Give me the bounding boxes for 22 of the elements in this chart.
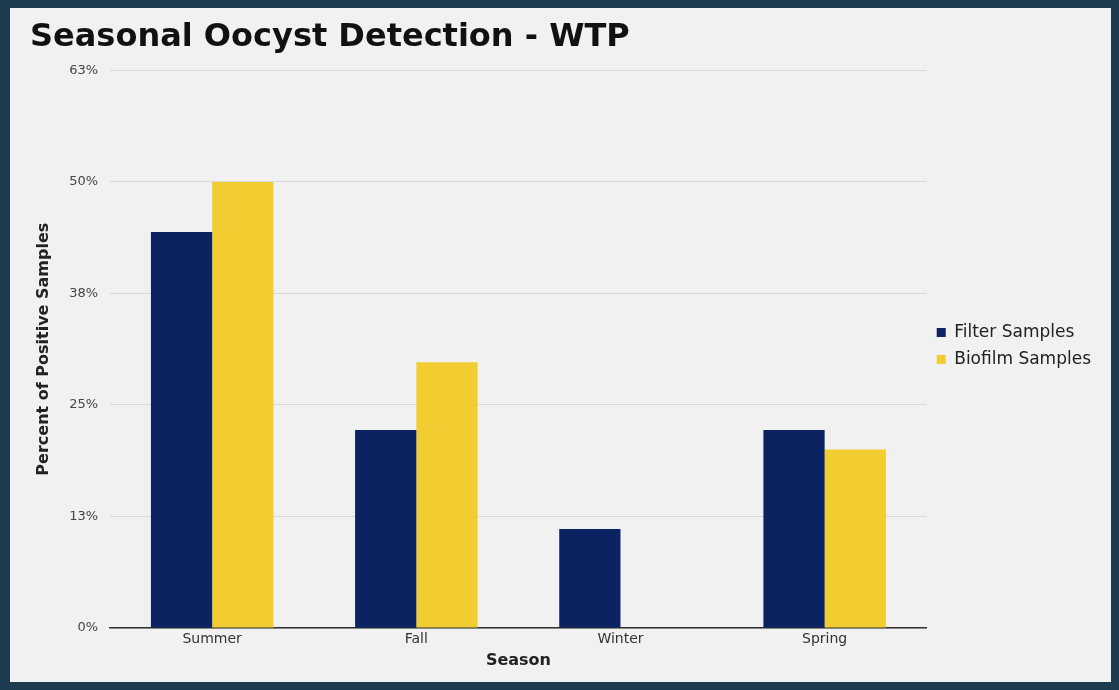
legend-label: Biofilm Samples — [954, 347, 1092, 368]
chart-title: Seasonal Oocyst Detection - WTP — [30, 15, 630, 54]
x-axis-title: Season — [485, 649, 551, 669]
y-tick-label: 0% — [77, 619, 99, 635]
legend-label: Filter Samples — [954, 320, 1075, 341]
x-tick-label: Spring — [802, 630, 848, 647]
bar — [355, 429, 417, 628]
x-tick-label: Summer — [182, 630, 243, 647]
bar — [416, 362, 478, 628]
bar — [150, 231, 213, 628]
bar — [559, 528, 621, 628]
y-tick-label: 38% — [69, 284, 99, 300]
x-tick-label: Fall — [404, 630, 428, 647]
bar — [824, 449, 886, 628]
bar — [763, 429, 825, 628]
y-tick-label: 50% — [69, 173, 99, 189]
x-tick-label: Winter — [597, 630, 644, 647]
y-tick-label: 13% — [69, 507, 99, 523]
y-tick-label: 25% — [69, 396, 99, 412]
bar — [212, 181, 274, 628]
y-tick-label: 63% — [69, 61, 99, 77]
y-axis-title: Percent of Positive Samples — [32, 222, 52, 476]
